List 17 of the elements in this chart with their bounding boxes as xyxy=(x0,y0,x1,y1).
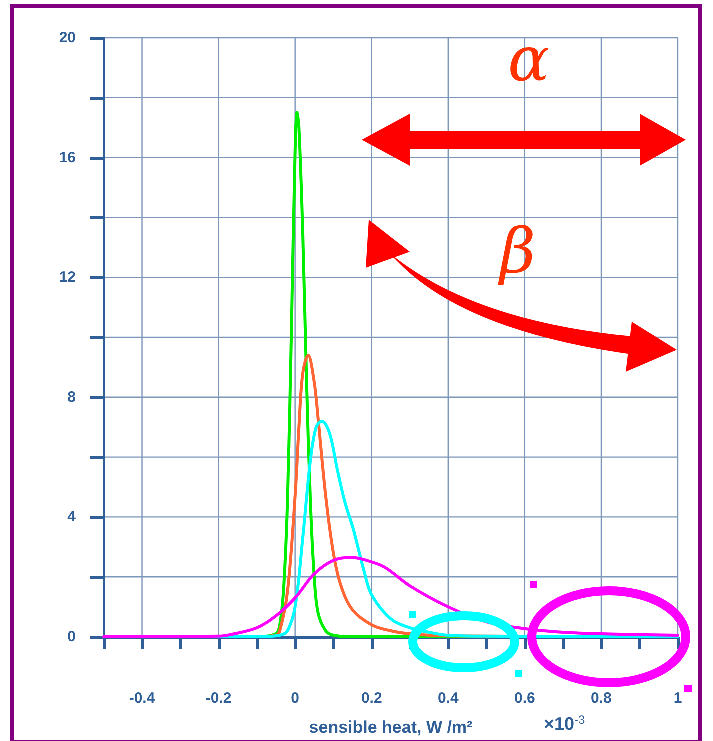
x-axis-title: sensible heat, W /m² xyxy=(309,718,474,737)
y-tick-label: 0 xyxy=(68,628,76,646)
y-tick-label: 12 xyxy=(59,269,76,286)
y-tick-label: 4 xyxy=(68,508,77,526)
y-tick-label: 20 xyxy=(59,30,76,46)
annotation: α xyxy=(508,22,550,96)
annotation: β xyxy=(498,214,536,288)
y-tick-label: 16 xyxy=(59,149,76,166)
x-tick-label: 0 xyxy=(291,690,300,707)
y-tick-label: 8 xyxy=(68,388,76,406)
x-tick-label: 1 xyxy=(674,690,682,707)
x-tick-label: 0.8 xyxy=(591,690,612,707)
x-tick-label: 0.4 xyxy=(438,690,460,707)
x-tick-label: -0.4 xyxy=(129,690,156,707)
x-tick-label: -0.2 xyxy=(206,690,232,707)
x-tick-label: 0.6 xyxy=(514,690,536,707)
x-tick-label: 0.2 xyxy=(361,690,382,707)
